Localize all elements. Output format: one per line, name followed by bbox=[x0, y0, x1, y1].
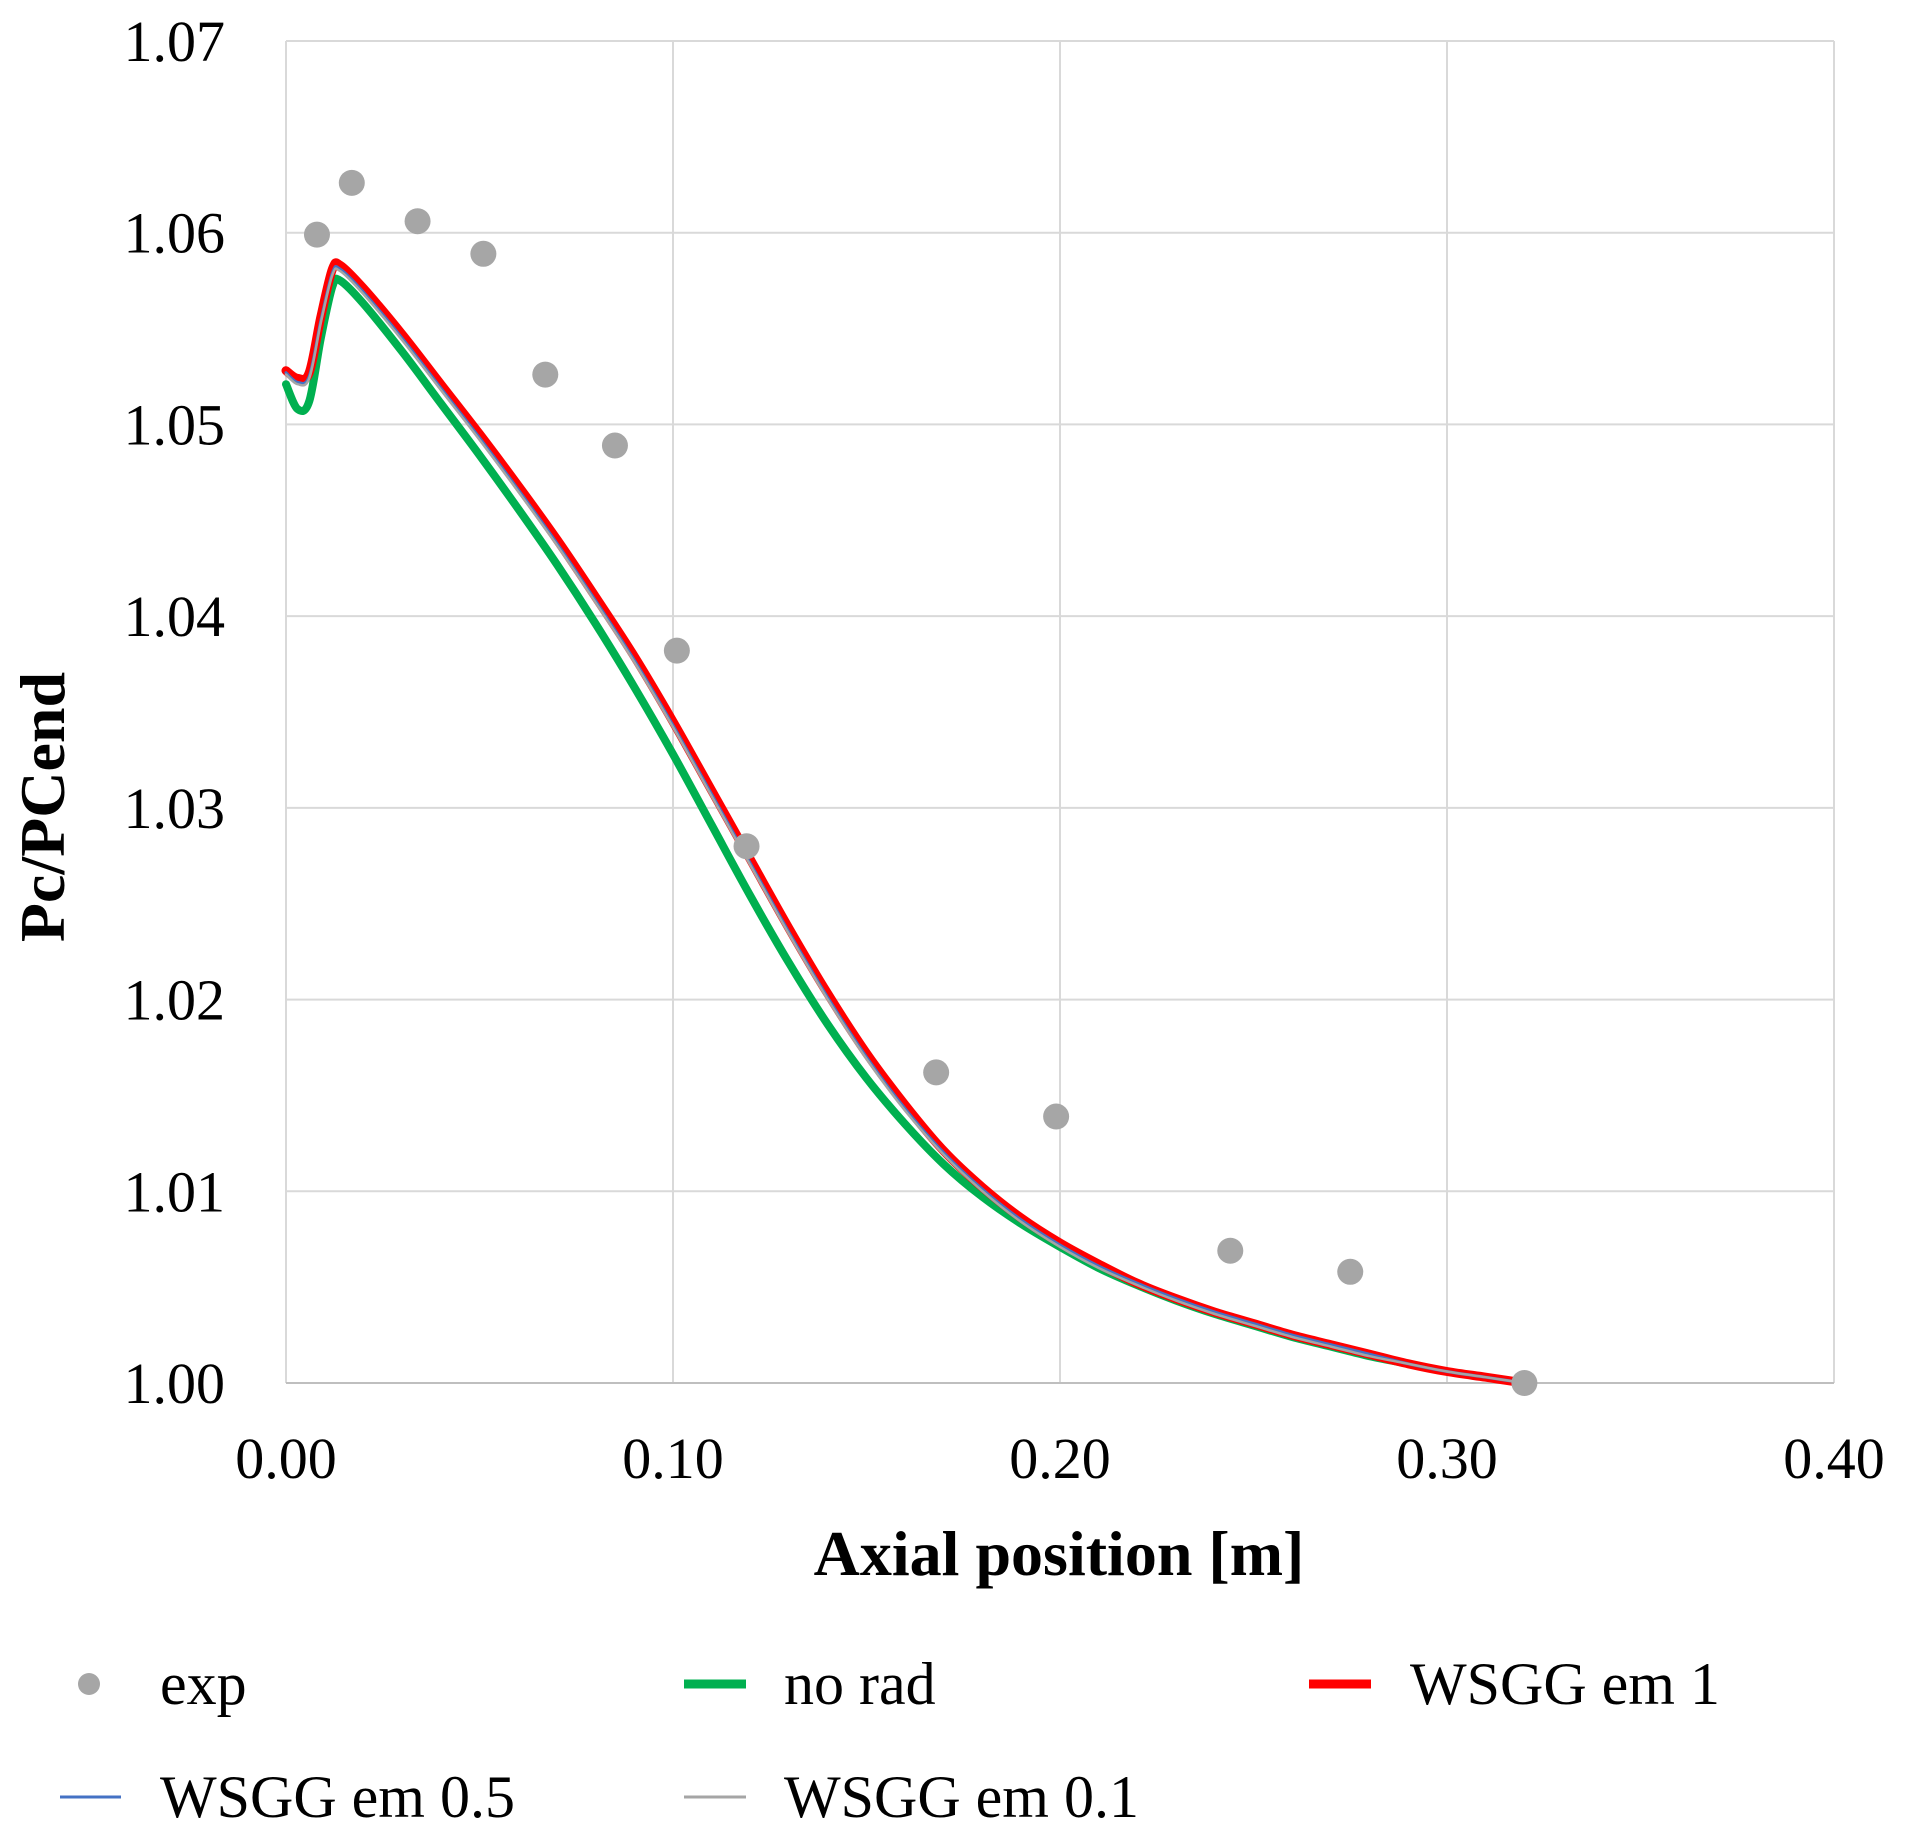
x-tick-label: 0.10 bbox=[622, 1426, 724, 1491]
legend-wsgg-em-0.1-label: WSGG em 0.1 bbox=[784, 1764, 1139, 1830]
exp-data-point bbox=[601, 432, 628, 459]
y-tick-label: 1.06 bbox=[124, 201, 226, 266]
exp-data-point bbox=[1217, 1237, 1244, 1264]
x-tick-label: 0.00 bbox=[235, 1426, 337, 1491]
legend-wsgg-em-0.5-label: WSGG em 0.5 bbox=[160, 1764, 515, 1830]
exp-data-point bbox=[733, 833, 760, 860]
legend: exp no rad WSGG em 1 WSGG em 0.5 WSGG em… bbox=[60, 1651, 1720, 1830]
exp-data-point bbox=[470, 240, 497, 267]
y-axis-title: Pc/PCend bbox=[7, 672, 78, 942]
tick-labels: 1.00 1.01 1.02 1.03 1.04 1.05 1.06 1.07 0.00 0.10… bbox=[124, 9, 1885, 1491]
exp-data-point bbox=[532, 361, 559, 388]
exp-data-point bbox=[404, 208, 431, 235]
y-tick-label: 1.04 bbox=[124, 584, 226, 649]
y-tick-label: 1.03 bbox=[124, 776, 226, 841]
gridlines bbox=[285, 40, 1835, 1384]
y-tick-label: 1.00 bbox=[124, 1351, 226, 1416]
series-line-wsgg-em-0.1 bbox=[284, 267, 1526, 1385]
series-layer bbox=[281, 169, 1538, 1396]
y-tick-label: 1.02 bbox=[124, 968, 226, 1033]
x-tick-label: 0.30 bbox=[1396, 1426, 1498, 1491]
x-tick-label: 0.40 bbox=[1783, 1426, 1885, 1491]
legend-wsgg-em-1-label: WSGG em 1 bbox=[1410, 1651, 1720, 1717]
exp-data-point bbox=[338, 169, 365, 196]
legend-exp-marker bbox=[78, 1673, 100, 1695]
legend-exp-label: exp bbox=[160, 1651, 247, 1717]
x-axis-title: Axial position [m] bbox=[814, 1518, 1305, 1589]
x-tick-label: 0.20 bbox=[1009, 1426, 1111, 1491]
exp-data-point bbox=[1043, 1103, 1070, 1130]
exp-data-point bbox=[1337, 1258, 1364, 1285]
y-tick-label: 1.05 bbox=[124, 392, 226, 457]
legend-no-rad-label: no rad bbox=[784, 1651, 936, 1717]
exp-data-point bbox=[303, 221, 330, 248]
exp-data-point bbox=[1511, 1370, 1538, 1396]
exp-data-point bbox=[923, 1059, 950, 1086]
y-tick-label: 1.07 bbox=[124, 9, 226, 74]
exp-data-point bbox=[663, 637, 690, 664]
y-tick-label: 1.01 bbox=[124, 1159, 226, 1224]
